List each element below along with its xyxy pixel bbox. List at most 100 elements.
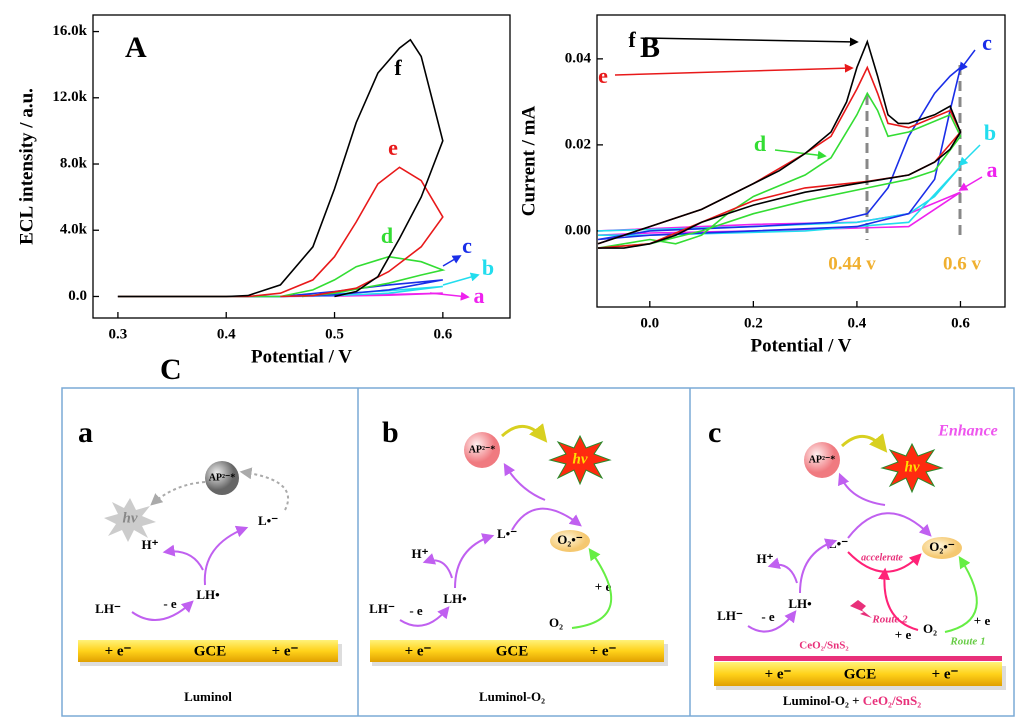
annotation: Enhance [937,423,998,440]
arrow [878,567,919,631]
y-axis-title: ECL intensity / a.u. [16,88,37,245]
species: O₂•⁻ [557,532,583,547]
emission-star [104,498,156,542]
x-tick-label: 0.5 [325,326,344,342]
ap-sphere [464,432,500,468]
species: - e [761,609,775,624]
arrow [203,525,249,586]
panel-label: B [640,31,660,64]
label-arrow [958,49,976,72]
y-tick-label: 4.0k [60,222,88,238]
panel-label: a [78,416,93,449]
label-arrow [774,149,827,160]
y-tick-label: 0.0 [68,288,87,304]
series-label: b [984,120,996,145]
x-axis-title: Potential / V [751,335,852,356]
label-arrow [442,272,480,286]
arrow [840,433,888,453]
x-axis-title: Potential / V [251,346,352,367]
arrow [162,544,204,571]
series-label: d [754,131,766,156]
ap-sphere [804,442,840,478]
panel-b: b + e⁻ GCE + e⁻ Luminol-O₂ AP²⁻* hν L•⁻ … [369,416,668,704]
species: - e [163,596,177,611]
electrode-text: + e⁻ [590,643,617,659]
species: AP²⁻* [469,444,496,455]
species: LH• [443,591,467,606]
arrow [150,481,206,506]
y-tick-label: 0.02 [565,136,591,152]
electrode-text: + e⁻ [765,666,792,682]
label-arrow [958,176,983,191]
species: LH• [788,596,812,611]
electrode-text: GCE [496,643,529,659]
series-line [597,65,962,249]
species: AP²⁻* [209,472,236,483]
panel-label: A [125,31,147,64]
caption-part: CeO₂/SnS₂ [863,693,921,708]
species: LH⁻ [369,601,395,616]
electrode-text: GCE [194,643,227,659]
electrode-text: GCE [844,666,877,682]
series-line [597,91,962,249]
annotation: CeO₂/SnS₂ [799,640,849,652]
electrode [370,640,664,662]
diagram: C a + e⁻ GCE + e⁻ Luminol AP²⁻* hν L•⁻ H… [61,353,1015,717]
annotation: Route 2 [871,614,908,626]
series-label: a [474,283,485,308]
series-line [597,191,961,236]
series-label: f [394,55,402,80]
series-label: a [987,157,998,182]
species: H⁺ [757,551,774,566]
diagram-frame [61,387,1015,717]
x-tick-label: 0.4 [217,326,236,342]
species: hν [123,510,138,526]
label-arrow [958,144,981,167]
series-label: b [482,255,494,280]
arrow [767,557,798,584]
x-tick-label: 0.3 [109,326,128,342]
y-tick-label: 16.0k [52,23,87,39]
y-tick-label: 12.0k [52,89,87,105]
arrow [131,600,194,621]
y-axis-title: Current / mA [518,105,539,216]
lightning [850,600,872,618]
species: hν [573,451,588,467]
label-arrow [442,255,462,267]
species: O₂ [923,621,937,636]
plot-frame [92,14,511,319]
x-tick-label: 0.6 [433,326,452,342]
o2-bubble [922,537,962,559]
o2-bubble [550,530,590,552]
annotation: 0.6 v [943,253,982,274]
arrow [838,472,886,506]
series-label: e [598,63,608,88]
species: LH⁻ [717,608,743,623]
label-arrow [614,63,854,76]
arrow [399,606,450,627]
plot-frame [596,14,1006,308]
species: O₂ [549,615,563,630]
arrow [511,507,582,531]
species: L•⁻ [258,513,278,528]
arrow [239,467,290,511]
x-tick-label: 0.0 [640,315,659,331]
annotation: Route 1 [949,636,985,648]
y-tick-label: 0.04 [565,50,592,66]
species: H⁺ [142,537,159,552]
species: AP²⁻* [809,454,836,465]
species: - e [409,603,423,618]
panel-c: c Enhance + e⁻ GCE + e⁻ Luminol-O₂ + CeO… [708,416,1006,708]
caption: Luminol-O₂ [479,689,545,704]
arrow [503,462,546,501]
series-line [117,38,444,298]
annotation: accelerate [861,552,903,563]
electrode [714,662,1002,686]
catalyst-layer [714,656,1002,661]
label-arrow [644,37,859,47]
species: O₂•⁻ [929,539,955,554]
electrode-text: + e⁻ [405,643,432,659]
series-label: e [388,135,398,160]
series-label: c [462,233,472,258]
species: hν [905,459,920,475]
